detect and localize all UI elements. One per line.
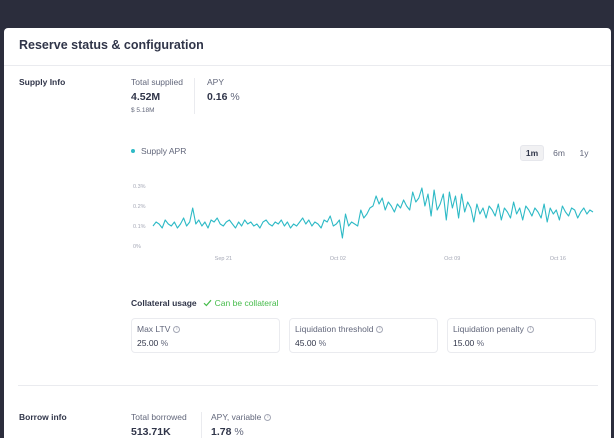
info-icon[interactable]: i	[376, 325, 384, 333]
y-tick-label: 0.1%	[133, 224, 146, 230]
y-tick-label: 0%	[133, 244, 141, 250]
total-supplied-usd: $ 5.18M	[131, 107, 155, 114]
y-tick-label: 0.3%	[133, 184, 146, 190]
range-1y-button[interactable]: 1y	[579, 148, 589, 158]
info-icon[interactable]: i	[526, 325, 534, 333]
info-icon[interactable]: i	[264, 413, 272, 421]
liquidation-penalty-box: Liquidation penalty i 15.00 %	[447, 318, 596, 353]
top-bar	[0, 0, 614, 28]
supply-apy-label: APY	[207, 77, 225, 87]
legend-label: Supply APR	[141, 146, 187, 156]
stat-separator	[201, 412, 202, 438]
x-tick-label: Oct 02	[330, 256, 346, 262]
collateral-status: Can be collateral	[203, 298, 279, 308]
collateral-usage-title: Collateral usage	[131, 298, 197, 308]
card-title: Reserve status & configuration	[19, 38, 204, 52]
borrow-info-label: Borrow info	[19, 412, 67, 422]
stat-separator	[194, 78, 195, 114]
total-borrowed-value: 513.71K	[131, 426, 171, 438]
liquidation-threshold-box: Liquidation threshold i 45.00 %	[289, 318, 438, 353]
max-ltv-label: Max LTV	[137, 324, 171, 334]
collateral-status-text: Can be collateral	[214, 298, 279, 308]
x-tick-label: Oct 16	[550, 256, 566, 262]
liquidation-threshold-value: 45.00 %	[295, 338, 327, 348]
max-ltv-box: Max LTV i 25.00 %	[131, 318, 280, 353]
title-divider	[4, 65, 611, 66]
section-divider	[18, 385, 598, 386]
y-tick-label: 0.2%	[133, 204, 146, 210]
reserve-status-card: Reserve status & configuration Supply In…	[4, 28, 611, 438]
total-supplied-label: Total supplied	[131, 77, 183, 87]
supply-apr-line	[152, 187, 594, 239]
liquidation-penalty-label: Liquidation penalty	[453, 324, 524, 334]
total-supplied-value: 4.52M	[131, 91, 161, 103]
check-icon	[203, 299, 212, 307]
borrow-apy-label-row: APY, variable i	[211, 412, 272, 422]
range-6m-button[interactable]: 6m	[553, 148, 565, 158]
chart-legend: Supply APR	[131, 146, 186, 156]
supply-apr-chart: 0.3% 0.2% 0.1% 0% Sep 21 Oct 02 Oct 09 Oct 16	[133, 184, 594, 262]
max-ltv-value: 25.00 %	[137, 338, 169, 348]
total-borrowed-label: Total borrowed	[131, 412, 187, 422]
supply-apy-value: 0.16 %	[207, 91, 240, 103]
supply-info-label: Supply Info	[19, 77, 66, 87]
info-icon[interactable]: i	[173, 325, 181, 333]
borrow-apy-value: 1.78 %	[211, 426, 244, 438]
range-1m-button[interactable]: 1m	[520, 145, 544, 161]
liquidation-penalty-value: 15.00 %	[453, 338, 485, 348]
x-tick-label: Sep 21	[215, 256, 232, 262]
liquidation-threshold-label: Liquidation threshold	[295, 324, 374, 334]
borrow-apy-label: APY, variable	[211, 412, 262, 422]
collateral-usage-row: Collateral usage Can be collateral	[131, 298, 278, 308]
legend-dot-icon	[131, 149, 135, 153]
x-tick-label: Oct 09	[444, 256, 460, 262]
